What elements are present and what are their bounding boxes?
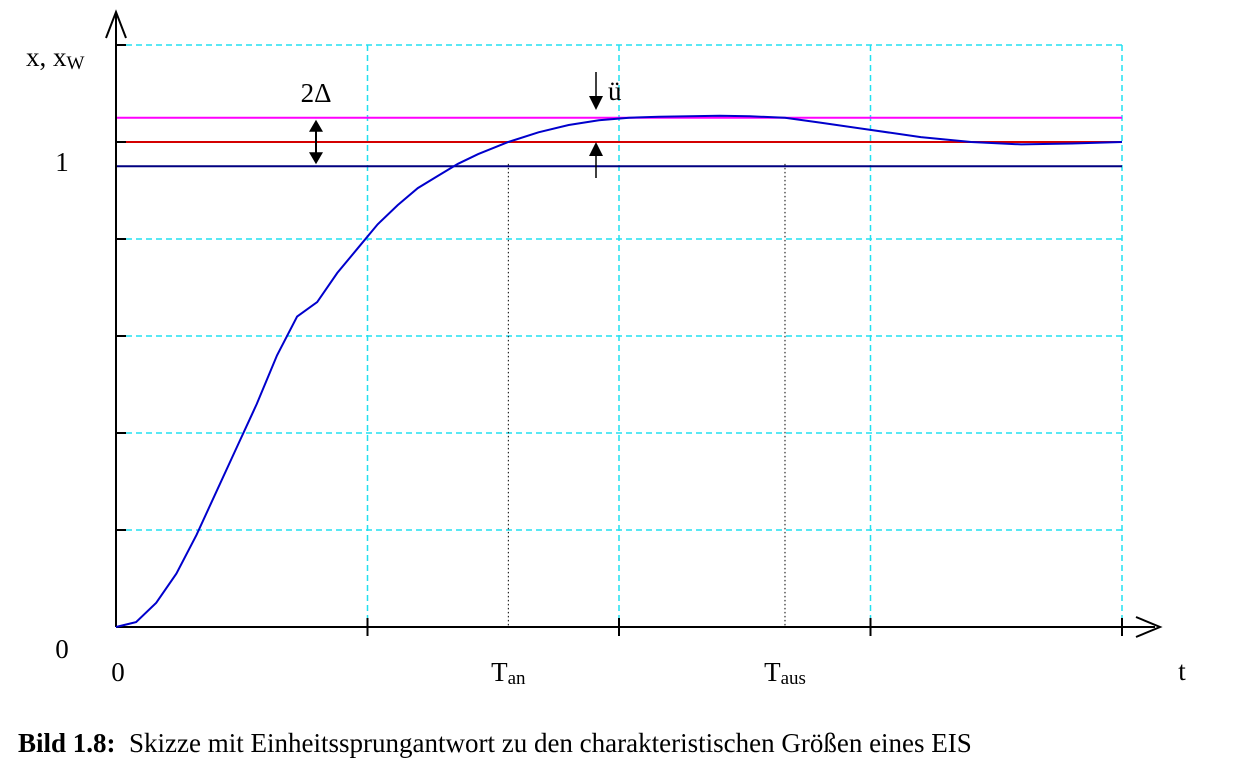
- y-tick-label-1: 1: [55, 147, 69, 177]
- overshoot-arrow-down-icon: [589, 96, 603, 110]
- caption-label: Bild 1.8:: [18, 728, 116, 758]
- x-tick-label-1: Tan: [491, 657, 526, 689]
- time-markers: [507, 163, 786, 627]
- band-label: 2Δ: [301, 78, 332, 108]
- grid-lines: [116, 44, 1123, 627]
- y-axis-arrow-icon: [105, 9, 127, 39]
- band-arrow-down-icon: [309, 152, 323, 165]
- axis-ticks: [116, 44, 1123, 636]
- figure-caption: Bild 1.8: Skizze mit Einheitssprungantwo…: [18, 728, 1238, 759]
- y-axis-label-subscript: W: [67, 53, 85, 74]
- band-arrow-up-icon: [309, 119, 323, 132]
- axis-labels: x, xW t 0 1 0 Tan Taus: [26, 42, 1186, 689]
- x-tick-label-2: Taus: [764, 657, 806, 689]
- overshoot-arrow-up-icon: [589, 142, 603, 156]
- series-line-0: [115, 114, 1123, 628]
- axes: [105, 9, 1163, 638]
- x-tick-label-subscript-2: aus: [781, 668, 806, 689]
- series-group: [115, 114, 1123, 628]
- x-axis-arrow-icon: [1135, 616, 1163, 638]
- x-tick-label-subscript-1: an: [508, 668, 526, 689]
- y-tick-label-0: 0: [55, 634, 69, 664]
- annotations: 2Δ ü: [301, 72, 622, 178]
- caption-text: Skizze mit Einheitssprungantwort zu den …: [129, 728, 972, 758]
- x-axis-label: t: [1178, 656, 1186, 686]
- y-axis-label: x, xW: [26, 42, 85, 74]
- step-response-chart: 2Δ ü x, xW t 0 1 0 Tan Taus: [26, 9, 1186, 689]
- x-tick-label-0: 0: [111, 657, 125, 687]
- overshoot-label: ü: [608, 76, 622, 106]
